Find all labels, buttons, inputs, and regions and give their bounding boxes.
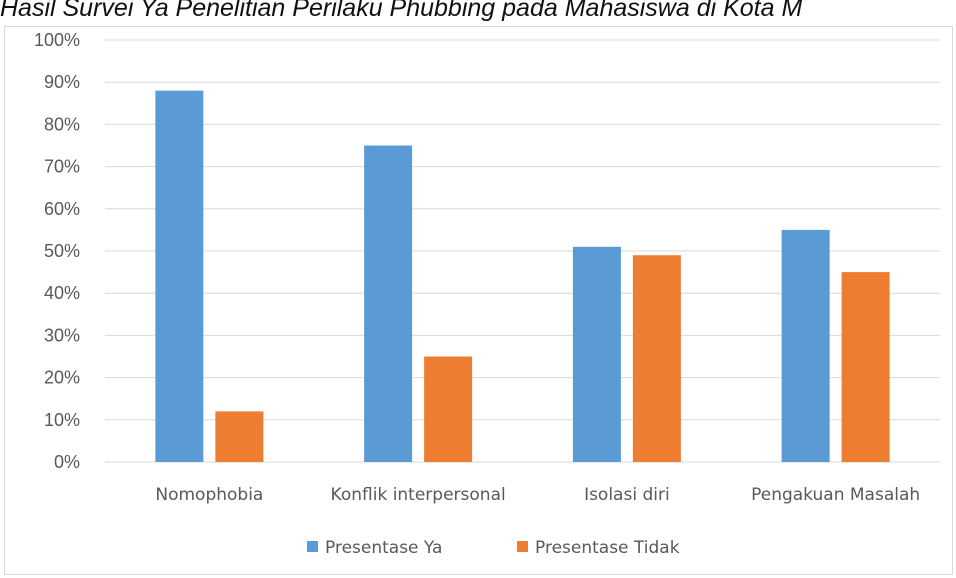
x-category-label: Pengakuan Masalah (751, 485, 920, 505)
y-tick-label: 0% (54, 452, 80, 472)
y-tick-label: 70% (44, 157, 80, 177)
bar-tidak-0 (215, 411, 264, 462)
y-tick-label: 20% (44, 368, 80, 388)
legend-label-1: Presentase Tidak (535, 538, 680, 558)
y-tick-label: 80% (44, 114, 80, 134)
bar-tidak-3 (841, 272, 890, 462)
y-tick-label: 50% (44, 241, 80, 261)
bar-tidak-1 (424, 356, 473, 462)
bar-ya-2 (572, 246, 621, 462)
x-category-label: Isolasi diri (584, 485, 670, 505)
y-tick-label: 60% (44, 199, 80, 219)
y-tick-label: 30% (44, 325, 80, 345)
y-axis-ticks: 0% 10% 20% 30% 40% 50% 60% 70% 80% 90% 100% (34, 30, 80, 472)
bar-ya-0 (155, 90, 204, 462)
bar-ya-1 (364, 145, 413, 462)
y-tick-label: 40% (44, 283, 80, 303)
legend: Presentase Ya Presentase Tidak (307, 538, 680, 558)
bar-ya-3 (781, 229, 830, 462)
x-category-label: Nomophobia (155, 485, 263, 505)
document-title: Hasil Survei Ya Penelitian Perilaku Phub… (0, 0, 803, 22)
bar-tidak-2 (632, 255, 681, 462)
x-category-label: Konflik interpersonal (331, 485, 506, 505)
y-tick-label: 10% (44, 410, 80, 430)
y-tick-label: 100% (34, 30, 80, 50)
y-tick-label: 90% (44, 72, 80, 92)
x-axis-categories: Nomophobia Konflik interpersonal Isolasi d… (155, 485, 920, 505)
legend-swatch-1 (517, 541, 528, 552)
legend-swatch-0 (307, 541, 318, 552)
legend-label-0: Presentase Ya (325, 538, 442, 558)
bars (155, 90, 890, 462)
